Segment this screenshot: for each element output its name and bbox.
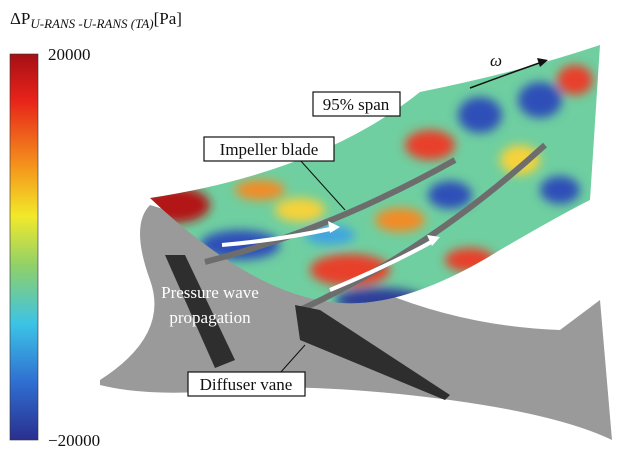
diffuser-label: Diffuser vane [200,375,293,394]
wave-label: propagation [169,308,251,327]
colorbar-title: ΔPU-RANS -U-RANS (TA)[Pa] [10,9,182,31]
rotation-arrow-head [537,58,548,67]
span-label: 95% span [323,95,390,114]
leader-line [279,344,306,374]
wave-arrow [221,226,336,247]
colorbar-min: −20000 [48,431,100,450]
colorbar-max: 20000 [48,45,91,64]
wave-arrow-head [427,235,440,246]
colorbar [9,53,39,441]
label-box [187,371,306,397]
wave-arrow [329,238,436,292]
impeller-blade [204,157,457,265]
diffuser-vane [165,255,235,368]
label-box [312,91,401,117]
rotation-arrow [469,61,543,89]
leader-line [299,159,346,211]
label-box [203,136,335,162]
impeller-blade [298,142,548,313]
wave-label: Pressure wave [161,283,259,302]
rotation-label: ω [490,51,502,70]
impeller-label: Impeller blade [220,140,319,159]
wave-arrow-head [328,221,340,233]
diffuser-vane [295,305,450,400]
